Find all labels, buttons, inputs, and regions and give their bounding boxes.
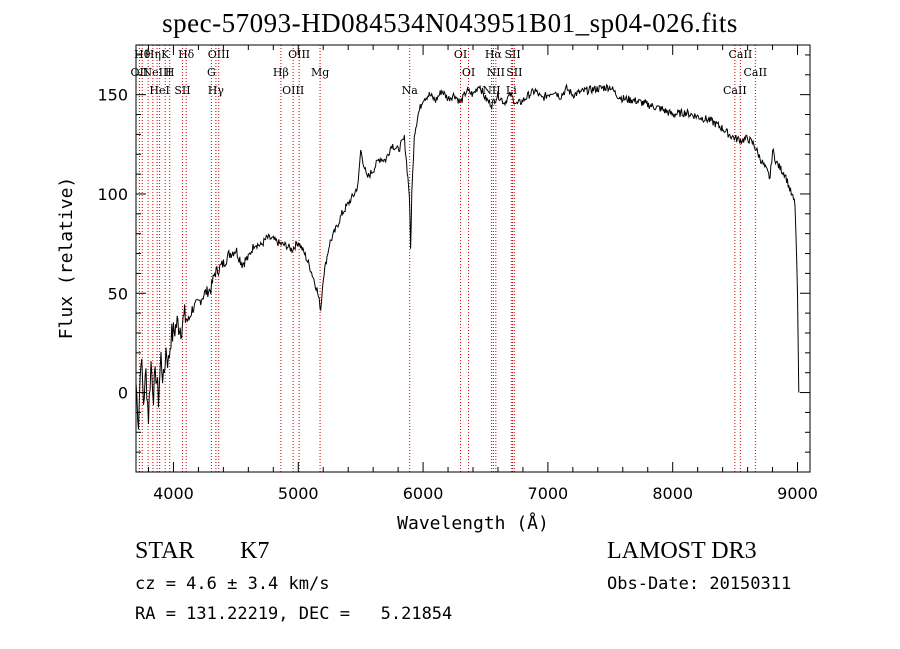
- reference-line-label: OI: [462, 66, 475, 79]
- x-tick-label: 4000: [153, 484, 194, 503]
- reference-line-label: Hβ: [273, 66, 289, 79]
- reference-line-label: SII: [174, 84, 190, 97]
- reference-line-label: K: [161, 48, 170, 61]
- spectrum-line: [135, 83, 800, 430]
- x-axis-label: Wavelength (Å): [397, 512, 549, 534]
- reference-line-label: CaII: [729, 48, 753, 61]
- reference-line-label: NII: [487, 66, 505, 79]
- coordinates: RA = 131.22219, DEC = 5.21854: [135, 604, 453, 624]
- obs-date: Obs-Date: 20150311: [607, 574, 792, 594]
- reference-line-label: CaII: [723, 84, 747, 97]
- reference-line-label: SII: [506, 66, 522, 79]
- reference-line-labels: HθOIIHηNeIIIHeIKHSIIHδGHγOIIIHβOIIIOIIIM…: [131, 48, 768, 97]
- reference-line-label: Hθ: [134, 48, 151, 61]
- reference-line-label: OII: [131, 66, 149, 79]
- x-tick-label: 6000: [403, 484, 444, 503]
- y-tick-label: 100: [97, 185, 128, 204]
- reference-line-label: Hδ: [178, 48, 195, 61]
- y-tick-label: 150: [97, 86, 128, 105]
- reference-line-label: G: [207, 66, 216, 79]
- reference-line-label: Na: [402, 84, 419, 97]
- x-tick-label: 9000: [777, 484, 818, 503]
- chart-title: spec-57093-HD084534N043951B01_sp04-026.f…: [162, 8, 738, 38]
- x-tick-label: 7000: [528, 484, 569, 503]
- y-axis-label: Flux (relative): [56, 177, 77, 340]
- reference-line-label: SII: [504, 48, 520, 61]
- reference-line-label: Mg: [311, 66, 329, 79]
- reference-line-label: OI: [454, 48, 467, 61]
- reference-line-label: OIII: [288, 48, 310, 61]
- reference-line-label: NII: [482, 84, 500, 97]
- reference-line-label: NeIII: [143, 66, 172, 79]
- reference-line-label: OIII: [282, 84, 304, 97]
- x-tick-label: 8000: [652, 484, 693, 503]
- y-tick-label: 50: [108, 284, 128, 303]
- reference-line-label: Hγ: [208, 84, 225, 97]
- y-axis-ticks: 0 50 100 150: [97, 54, 810, 453]
- x-tick-label: 5000: [278, 484, 319, 503]
- reference-line-label: CaII: [743, 66, 767, 79]
- reference-line-label: Li: [506, 84, 517, 97]
- survey-label: LAMOST DR3: [607, 538, 757, 564]
- reference-line-label: OIII: [208, 48, 230, 61]
- plot-frame: [135, 44, 811, 473]
- reference-line-label: Hα: [485, 48, 503, 61]
- cz-value: cz = 4.6 ± 3.4 km/s: [135, 574, 330, 594]
- reference-line-label: H: [165, 66, 175, 79]
- x-axis-ticks: 4000 5000 6000 7000 8000 9000: [147, 45, 818, 503]
- class-label: STAR: [135, 538, 195, 564]
- reference-line-label: HeI: [149, 84, 169, 97]
- subclass-label: K7: [240, 538, 270, 564]
- y-tick-label: 0: [118, 384, 128, 403]
- reference-line-label: Hη: [145, 48, 161, 61]
- reference-lines: [138, 45, 756, 472]
